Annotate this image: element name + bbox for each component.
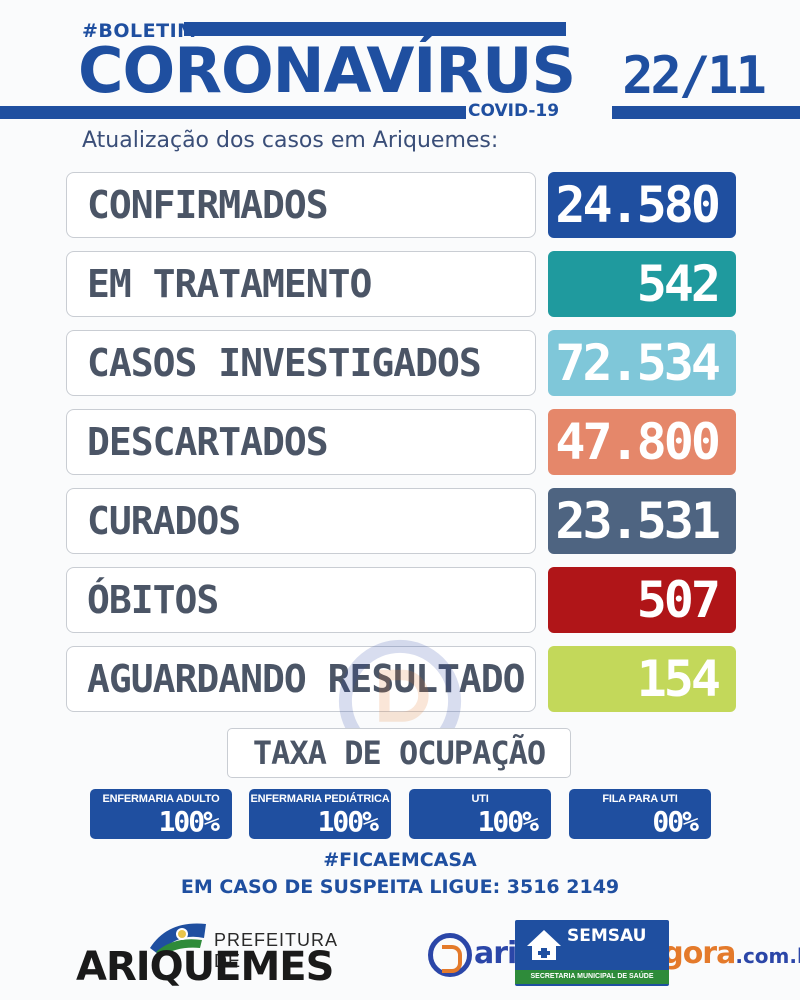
- page-title: CORONAVÍRUS: [78, 34, 576, 107]
- hashtag: #FICAEMCASA: [323, 849, 477, 871]
- agora-logo-icon: [428, 933, 472, 977]
- header-decor-bar: [184, 22, 566, 36]
- phone-line: EM CASO DE SUSPEITA LIGUE: 3516 2149: [180, 876, 620, 898]
- occupancy-box: FILA PARA UTI 00%: [569, 789, 711, 839]
- occupancy-label: ENFERMARIA PEDIÁTRICA: [250, 793, 390, 805]
- stat-label: EM TRATAMENTO: [66, 251, 536, 317]
- header-decor-bar: [612, 106, 800, 119]
- health-building-icon: [527, 930, 561, 960]
- flag-emblem-icon: [150, 923, 206, 956]
- occupancy-value: 100%: [477, 805, 539, 838]
- stat-label: ÓBITOS: [66, 567, 536, 633]
- occupancy-box: ENFERMARIA PEDIÁTRICA 100%: [249, 789, 391, 839]
- semsau-logo: SEMSAU SECRETARIA MUNICIPAL DE SAÚDE: [515, 920, 669, 986]
- stat-label: CURADOS: [66, 488, 536, 554]
- occupancy-label: FILA PARA UTI: [602, 793, 678, 805]
- stat-value: 154: [548, 646, 736, 712]
- stat-label: CASOS INVESTIGADOS: [66, 330, 536, 396]
- boletim-tag: #BOLETIM: [82, 20, 197, 42]
- stat-value: 542: [548, 251, 736, 317]
- occupancy-value: 100%: [158, 805, 220, 838]
- stat-value: 23.531: [548, 488, 736, 554]
- prefeitura-logo: PREFEITURA DE ARIQUEMES: [76, 918, 366, 990]
- stat-value: 72.534: [548, 330, 736, 396]
- stat-label: CONFIRMADOS: [66, 172, 536, 238]
- occupancy-value: 00%: [652, 805, 699, 838]
- prefeitura-top-text: PREFEITURA DE: [214, 930, 338, 971]
- stat-value: 507: [548, 567, 736, 633]
- prefeitura-name: ARIQUEMES: [76, 944, 334, 990]
- occupancy-label: ENFERMARIA ADULTO: [102, 793, 220, 805]
- stat-value: 47.800: [548, 409, 736, 475]
- occupancy-label: UTI: [471, 793, 489, 805]
- occupancy-title: TAXA DE OCUPAÇÃO: [227, 728, 571, 778]
- semsau-name: SEMSAU: [567, 926, 647, 946]
- header-decor-bar: [0, 106, 466, 119]
- agora-domain: .com.br: [735, 944, 800, 968]
- update-caption: Atualização dos casos em Ariquemes:: [82, 128, 499, 153]
- stat-label: AGUARDANDO RESULTADO: [66, 646, 536, 712]
- stat-value: 24.580: [548, 172, 736, 238]
- occupancy-box: ENFERMARIA ADULTO 100%: [90, 789, 232, 839]
- semsau-subtitle: SECRETARIA MUNICIPAL DE SAÚDE: [515, 970, 669, 984]
- occupancy-value: 100%: [317, 805, 379, 838]
- occupancy-box: UTI 100%: [409, 789, 551, 839]
- stat-label: DESCARTADOS: [66, 409, 536, 475]
- bulletin-date: 22/11: [622, 46, 767, 106]
- page-subtitle: COVID-19: [468, 101, 560, 121]
